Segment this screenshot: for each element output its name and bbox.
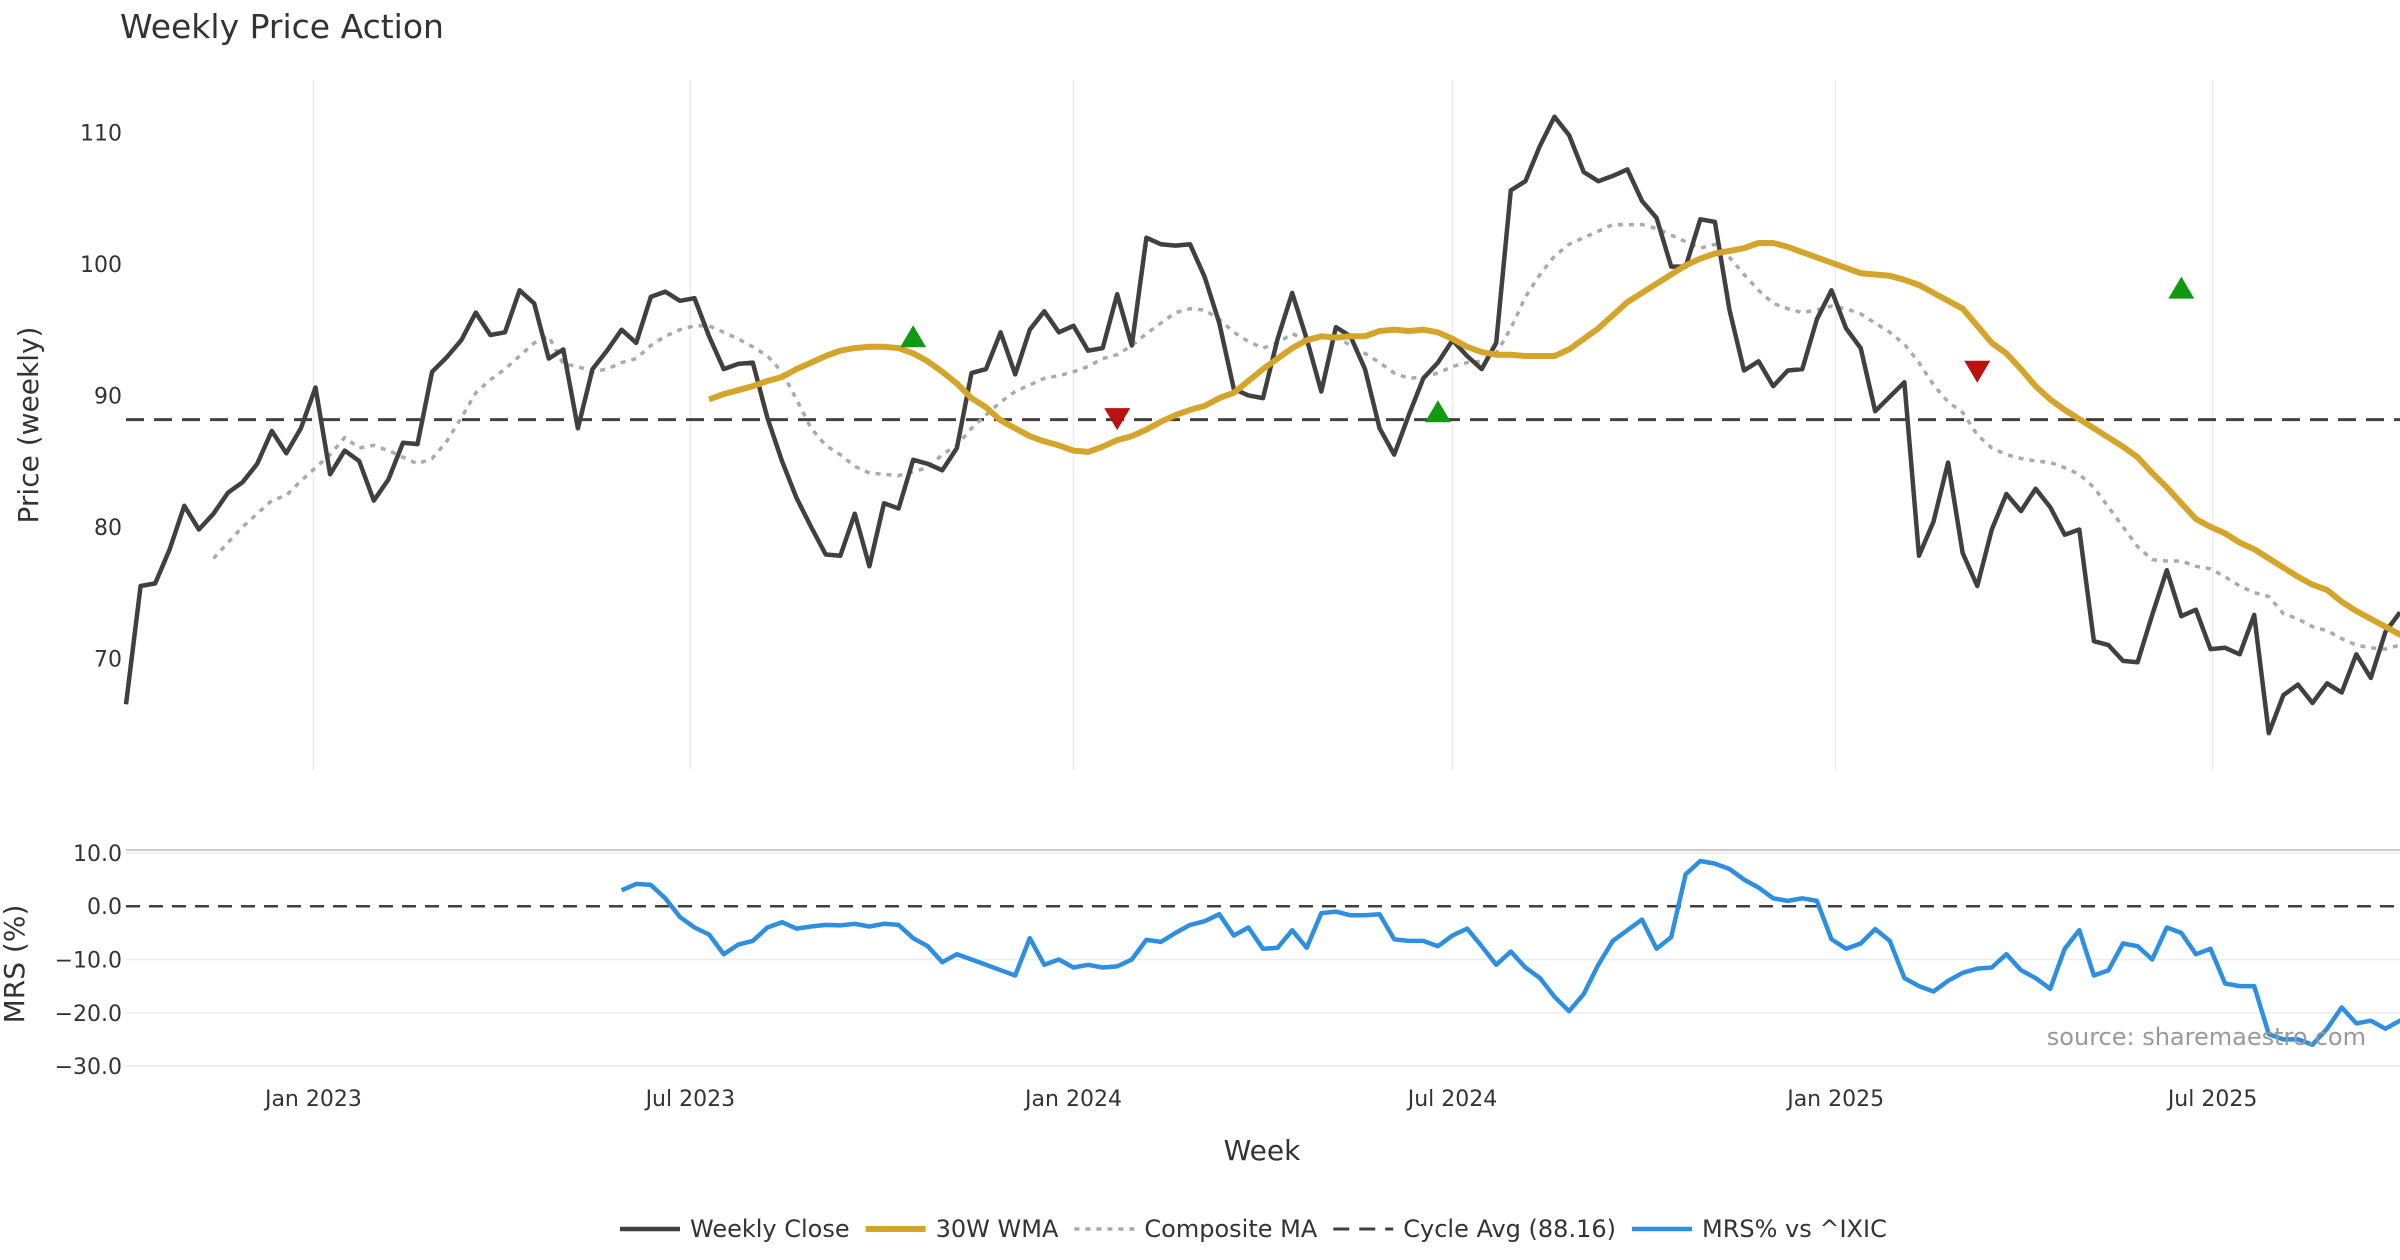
legend-item-cycle: Cycle Avg (88.16)	[1333, 1215, 1616, 1243]
legend-item-mrs: MRS% vs ^IXIC	[1631, 1215, 1887, 1243]
mrs-panel: 10.0 0.0 −10.0 −20.0 −30.0 MRS (%) source: s…	[0, 842, 2400, 1080]
x-tick-0: Jan 2023	[263, 1087, 362, 1112]
x-axis-label: Week	[1224, 1134, 1301, 1167]
price-y-tick-90: 90	[94, 384, 122, 409]
price-y-tick-80: 80	[94, 516, 122, 541]
x-tick-labels: Jan 2023 Jul 2023 Jan 2024 Jul 2024 Jan 2025…	[263, 1087, 2257, 1112]
x-tick-2: Jan 2024	[1023, 1087, 1122, 1112]
price-y-tick-70: 70	[94, 647, 122, 672]
price-panel: 70 80 90 100 110 Price (weekly)	[12, 80, 2400, 770]
price-y-tick-labels: 70 80 90 100 110	[80, 122, 122, 673]
mrs-y-tick-0: 10.0	[73, 842, 122, 867]
legend-item-wma: 30W WMA	[865, 1215, 1059, 1243]
buy-signal-0	[900, 325, 927, 348]
x-tick-3: Jul 2024	[1406, 1087, 1498, 1112]
price-y-tick-110: 110	[80, 122, 122, 147]
weekly-close-line	[123, 114, 2400, 736]
legend-item-close: Weekly Close	[620, 1215, 850, 1243]
legend-label-wma: 30W WMA	[936, 1215, 1059, 1243]
buy-signal-2	[2168, 276, 2195, 299]
sell-signal-1	[1964, 360, 1991, 383]
mrs-y-tick-1: 0.0	[87, 895, 122, 920]
sell-signal-0	[1104, 408, 1131, 431]
mrs-y-tick-4: −30.0	[55, 1055, 122, 1080]
buy-signal-1	[1424, 400, 1451, 423]
legend: Weekly Close 30W WMA Composite MA Cycle Avg…	[620, 1215, 1887, 1243]
mrs-y-tick-2: −10.0	[55, 949, 122, 974]
price-y-axis-label: Price (weekly)	[12, 327, 45, 524]
mrs-y-tick-labels: 10.0 0.0 −10.0 −20.0 −30.0	[55, 842, 122, 1080]
price-grid	[312, 80, 2214, 770]
x-tick-4: Jan 2025	[1785, 1087, 1884, 1112]
mrs-grid	[126, 849, 2400, 1067]
chart-title: Weekly Price Action	[120, 7, 444, 46]
mrs-y-axis-label: MRS (%)	[0, 905, 31, 1024]
x-tick-1: Jul 2023	[644, 1087, 736, 1112]
mrs-line	[620, 858, 2400, 1047]
legend-label-mrs: MRS% vs ^IXIC	[1702, 1215, 1887, 1243]
price-y-tick-100: 100	[80, 253, 122, 278]
x-tick-5: Jul 2025	[2166, 1087, 2258, 1112]
mrs-series	[620, 858, 2400, 1047]
composite-ma-line	[212, 222, 2400, 651]
price-series	[123, 114, 2400, 736]
legend-label-close: Weekly Close	[690, 1215, 850, 1243]
legend-label-cycle: Cycle Avg (88.16)	[1403, 1215, 1616, 1243]
price-signals	[900, 276, 2195, 431]
legend-label-composite: Composite MA	[1144, 1215, 1317, 1243]
legend-item-composite: Composite MA	[1074, 1215, 1318, 1243]
mrs-y-tick-3: −20.0	[55, 1002, 122, 1027]
wma-30w-line	[708, 240, 2400, 638]
source-note: source: sharemaestro.com	[2047, 1023, 2366, 1051]
